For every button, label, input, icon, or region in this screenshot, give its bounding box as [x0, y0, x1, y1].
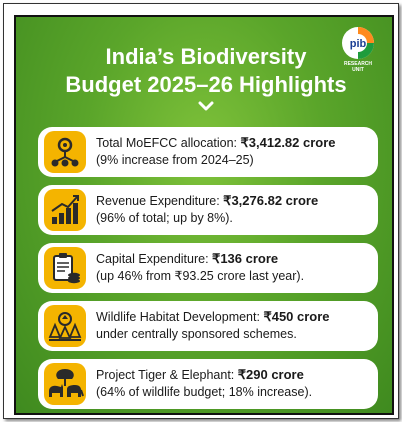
highlight-card-total-allocation: Total MoEFCC allocation: ₹3,412.82 crore…: [38, 127, 378, 177]
highlight-card-wildlife-habitat: Wildlife Habitat Development: ₹450 crore…: [38, 301, 378, 351]
forest-habitat-icon: [48, 312, 82, 341]
item-value: ₹3,276.82 crore: [223, 193, 319, 208]
icon-badge: [44, 363, 86, 405]
growth-bar-chart-icon: [51, 195, 79, 224]
item-subtext: (up 46% from ₹93.25 crore last year).: [96, 269, 305, 283]
highlight-card-capital: Capital Expenditure: ₹136 crore (up 46% …: [38, 243, 378, 293]
item-text: Project Tiger & Elephant: ₹290 crore (64…: [96, 366, 376, 401]
title-line-2: Budget 2025–26 Highlights: [65, 72, 347, 97]
item-subtext: (64% of wildlife budget; 18% increase).: [96, 385, 313, 399]
pib-logo: pib RESEARCH UNIT: [338, 23, 378, 73]
item-label: Project Tiger & Elephant:: [96, 368, 238, 382]
item-text: Revenue Expenditure: ₹3,276.82 crore (96…: [96, 192, 376, 227]
item-value: ₹450 crore: [263, 309, 330, 324]
item-label: Total MoEFCC allocation:: [96, 136, 241, 150]
item-label: Wildlife Habitat Development:: [96, 310, 264, 324]
item-subtext: under centrally sponsored schemes.: [96, 327, 297, 341]
clipboard-coins-icon: [53, 253, 80, 284]
icon-badge: [44, 189, 86, 231]
item-line-1: Capital Expenditure: ₹136 crore: [96, 250, 376, 268]
item-text: Capital Expenditure: ₹136 crore (up 46% …: [96, 250, 376, 285]
item-line-1: Revenue Expenditure: ₹3,276.82 crore: [96, 192, 376, 210]
pib-logo-icon: pib: [342, 27, 374, 59]
icon-badge: [44, 131, 86, 173]
item-line-1: Project Tiger & Elephant: ₹290 crore: [96, 366, 376, 384]
item-line-1: Total MoEFCC allocation: ₹3,412.82 crore: [96, 134, 376, 152]
highlight-card-revenue: Revenue Expenditure: ₹3,276.82 crore (96…: [38, 185, 378, 235]
page-title: India’s Biodiversity Budget 2025–26 High…: [16, 43, 392, 99]
title-line-1: India’s Biodiversity: [105, 44, 307, 69]
svg-text:pib: pib: [350, 38, 367, 50]
tiger-elephant-icon: [49, 369, 84, 397]
highlight-card-tiger-elephant: Project Tiger & Elephant: ₹290 crore (64…: [38, 359, 378, 409]
item-text: Total MoEFCC allocation: ₹3,412.82 crore…: [96, 134, 376, 169]
item-label: Capital Expenditure:: [96, 252, 213, 266]
item-value: ₹3,412.82 crore: [240, 135, 336, 150]
item-value: ₹136 crore: [212, 251, 279, 266]
logo-subtitle: RESEARCH UNIT: [343, 61, 373, 73]
item-label: Revenue Expenditure:: [96, 194, 224, 208]
item-subtext: (96% of total; up by 8%).: [96, 211, 233, 225]
chevron-down-icon: [198, 101, 214, 111]
icon-badge: [44, 247, 86, 289]
item-line-1: Wildlife Habitat Development: ₹450 crore: [96, 308, 376, 326]
item-value: ₹290 crore: [237, 367, 304, 382]
item-text: Wildlife Habitat Development: ₹450 crore…: [96, 308, 376, 343]
network-nodes-icon: [51, 137, 79, 167]
infographic-poster: pib RESEARCH UNIT India’s Biodiversity B…: [14, 15, 394, 415]
icon-badge: [44, 305, 86, 347]
image-frame: pib RESEARCH UNIT India’s Biodiversity B…: [3, 3, 399, 419]
item-subtext: (9% increase from 2024–25): [96, 153, 254, 167]
